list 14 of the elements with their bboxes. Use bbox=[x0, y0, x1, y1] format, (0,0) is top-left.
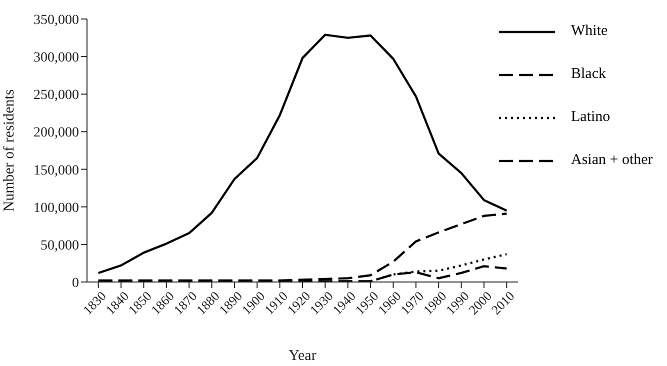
y-tick-label: 50,000 bbox=[40, 238, 79, 254]
y-tick-label: 0 bbox=[72, 276, 79, 291]
y-tick-label: 200,000 bbox=[34, 126, 79, 141]
y-tick-label: 300,000 bbox=[34, 50, 79, 66]
legend-label: Latino bbox=[571, 109, 610, 126]
legend-label: Asian + other bbox=[571, 152, 653, 169]
y-tick-label: 100,000 bbox=[34, 200, 79, 216]
x-axis-title: Year bbox=[288, 348, 316, 364]
y-axis-title: Number of residents bbox=[1, 89, 18, 212]
y-tick-label: 250,000 bbox=[34, 88, 79, 104]
y-tick-label: 150,000 bbox=[34, 163, 79, 178]
legend-label: Black bbox=[571, 66, 606, 83]
y-tick-label: 350,000 bbox=[34, 12, 79, 28]
legend-label: White bbox=[571, 23, 608, 40]
